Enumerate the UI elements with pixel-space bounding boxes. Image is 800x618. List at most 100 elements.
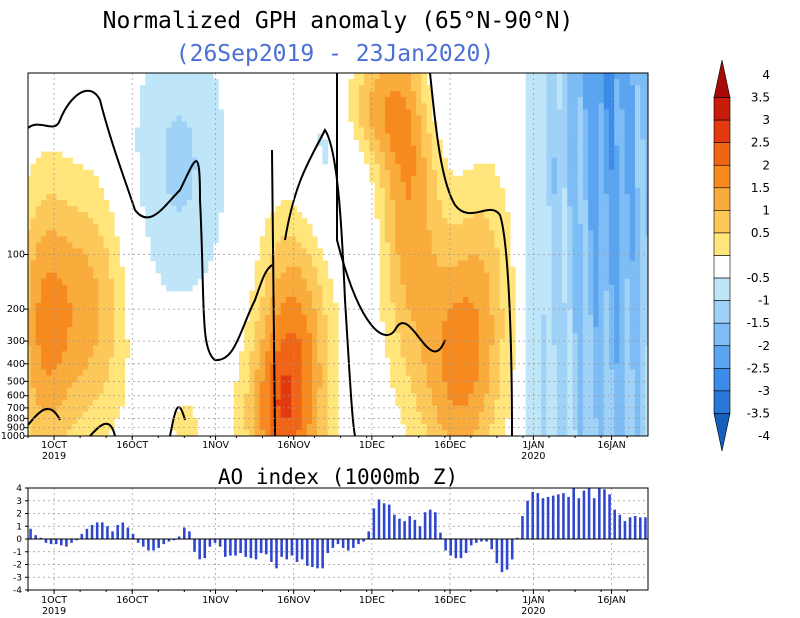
heatmap-cell (306, 345, 313, 352)
heatmap-cell (473, 200, 480, 207)
heatmap-cell (416, 272, 422, 280)
heatmap-cell (577, 115, 584, 122)
heatmap-cell (598, 175, 605, 183)
heatmap-cell (379, 91, 386, 98)
heatmap-cell (410, 133, 417, 141)
heatmap-cell (634, 278, 641, 286)
heatmap-cell (551, 157, 558, 165)
heatmap-cell (171, 133, 178, 141)
heatmap-cell (254, 321, 261, 328)
heatmap-cell (67, 429, 73, 436)
heatmap-cell (119, 315, 125, 322)
heatmap-cell (431, 181, 438, 189)
heatmap-cell (525, 236, 532, 243)
heatmap-cell (46, 157, 53, 165)
heatmap-cell (629, 266, 636, 274)
heatmap-cell (51, 423, 58, 431)
heatmap-cell (603, 91, 610, 98)
heatmap-cell (384, 200, 391, 207)
heatmap-y-tick-label: 900 (7, 423, 25, 434)
heatmap-cell (108, 375, 115, 383)
heatmap-cell (186, 248, 193, 256)
heatmap-cell (322, 157, 329, 165)
heatmap-cell (275, 333, 282, 340)
colorbar-label: 3.5 (751, 91, 770, 105)
heatmap-cell (145, 109, 152, 116)
heatmap-cell (218, 121, 224, 129)
heatmap-cell (577, 248, 584, 256)
heatmap-cell (603, 151, 610, 159)
heatmap-cell (374, 169, 381, 177)
heatmap-cell (30, 302, 37, 310)
heatmap-cell (332, 399, 339, 407)
heatmap-cell (41, 151, 47, 159)
heatmap-cell (207, 97, 214, 104)
heatmap-cell (551, 260, 558, 268)
heatmap-cell (457, 387, 464, 395)
heatmap-cell (395, 97, 402, 104)
heatmap-cell (384, 194, 391, 201)
heatmap-cell (447, 308, 454, 316)
heatmap-cell (28, 302, 32, 310)
heatmap-cell (395, 212, 402, 219)
heatmap-cell (181, 151, 188, 159)
heatmap-cell (192, 194, 198, 201)
heatmap-cell (431, 242, 438, 250)
heatmap-cell (499, 236, 506, 243)
heatmap-cell (603, 206, 610, 213)
heatmap-cell (311, 308, 318, 316)
heatmap-cell (452, 375, 459, 383)
heatmap-cell (483, 254, 490, 262)
heatmap-cell (483, 333, 490, 340)
heatmap-cell (478, 423, 485, 431)
heatmap-cell (572, 339, 579, 346)
heatmap-cell (640, 200, 646, 207)
heatmap-cell (254, 375, 261, 383)
heatmap-cell (61, 363, 68, 371)
heatmap-cell (166, 103, 172, 110)
heatmap-cell (155, 230, 162, 237)
heatmap-cell (588, 339, 594, 346)
heatmap-cell (400, 97, 407, 104)
heatmap-cell (536, 187, 542, 195)
heatmap-cell (525, 321, 532, 328)
heatmap-cell (562, 224, 568, 231)
heatmap-cell (645, 339, 648, 346)
heatmap-cell (567, 73, 574, 80)
heatmap-cell (67, 351, 73, 358)
heatmap-cell (447, 411, 454, 419)
heatmap-cell (624, 260, 631, 268)
heatmap-cell (457, 212, 464, 219)
heatmap-cell (483, 411, 490, 419)
heatmap-cell (77, 296, 84, 304)
heatmap-cell (593, 85, 600, 92)
heatmap-cell (384, 139, 391, 147)
heatmap-cell (619, 163, 626, 171)
heatmap-cell (582, 393, 589, 401)
heatmap-cell (82, 260, 89, 268)
heatmap-cell (140, 139, 146, 147)
heatmap-cell (28, 387, 32, 395)
heatmap-cell (640, 254, 646, 262)
heatmap-cell (530, 302, 537, 310)
heatmap-cell (186, 242, 193, 250)
heatmap-cell (603, 351, 610, 358)
heatmap-cell (150, 200, 157, 207)
heatmap-cell (546, 175, 553, 183)
heatmap-cell (541, 308, 547, 316)
heatmap-cell (582, 315, 589, 322)
heatmap-cell (67, 212, 73, 219)
heatmap-cell (556, 423, 563, 431)
heatmap-cell (176, 115, 183, 122)
heatmap-cell (598, 139, 605, 147)
heatmap-cell (166, 169, 172, 177)
heatmap-cell (400, 381, 407, 389)
heatmap-cell (364, 145, 370, 153)
heatmap-cell (572, 181, 579, 189)
heatmap-cell (567, 139, 574, 147)
heatmap-cell (582, 357, 589, 364)
heatmap-cell (494, 345, 501, 352)
heatmap-cell (192, 272, 198, 280)
heatmap-cell (72, 206, 79, 213)
heatmap-cell (46, 242, 53, 250)
